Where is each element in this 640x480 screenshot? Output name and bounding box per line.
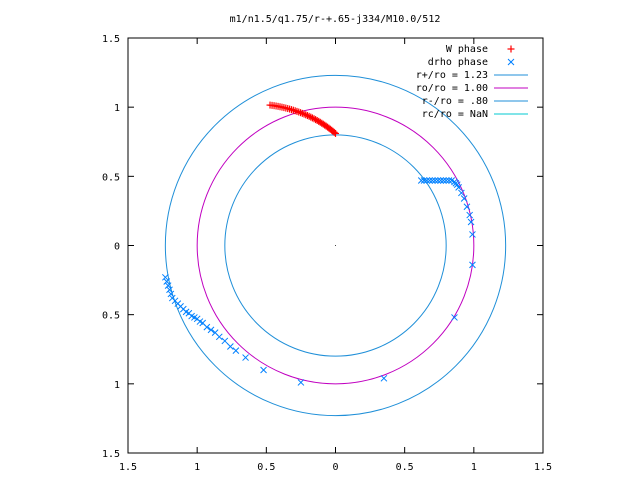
drho-phase-point xyxy=(463,203,471,211)
legend-label: W phase xyxy=(446,44,488,55)
drho-phase-point xyxy=(469,261,476,269)
drho-phase-point xyxy=(232,347,240,354)
w-phase-point xyxy=(312,116,320,124)
drho-phase-point xyxy=(440,177,447,184)
drho-phase-point xyxy=(458,189,465,197)
y-tick-label: 1.5 xyxy=(102,34,120,45)
drho-phase-point xyxy=(221,337,229,345)
w-phase-point xyxy=(266,101,274,109)
drho-phase-point xyxy=(466,211,474,219)
reference-circles xyxy=(164,74,507,417)
data-points xyxy=(161,101,476,386)
drho-phase-point xyxy=(455,184,462,191)
w-phase-point xyxy=(303,112,311,120)
drho-phase-point xyxy=(242,354,249,361)
drho-phase-point xyxy=(167,290,175,298)
center-point xyxy=(335,245,336,246)
w-phase-point xyxy=(302,111,310,119)
drho-phase-point xyxy=(227,343,234,350)
w-phase-point xyxy=(313,116,321,124)
w-phase-point xyxy=(305,112,313,120)
x-tick-label: 0 xyxy=(332,462,338,473)
circle-ro xyxy=(196,106,475,385)
legend: W phase drho phase r+/ro = 1.23 ro/ro = 1.0… xyxy=(416,44,528,120)
drho-phase-point xyxy=(469,231,476,238)
drho-phase-point xyxy=(467,218,475,226)
drho-phase-point xyxy=(380,374,388,382)
drho-phase-point xyxy=(507,58,515,66)
y-tick-label: 0 xyxy=(114,242,120,253)
y-tick-label: 1 xyxy=(114,103,120,114)
drho-phase-point xyxy=(168,294,176,302)
chart-title: m1/n1.5/q1.75/r-+.65-j334/M10.0/512 xyxy=(230,14,441,25)
drho-phase-point xyxy=(417,177,425,184)
drho-phase-point xyxy=(437,177,444,184)
legend-label: rc/ro = NaN xyxy=(422,109,488,120)
drho-phase-point xyxy=(164,282,172,289)
drho-phase-point xyxy=(426,177,433,184)
drho-phase-point xyxy=(161,273,169,281)
drho-phase-point xyxy=(451,314,458,321)
w-phase-point xyxy=(307,113,315,121)
drho-phase-point xyxy=(211,329,219,337)
x-tick-label: 1.5 xyxy=(534,462,552,473)
drho-phase-point xyxy=(166,286,173,294)
x-tick-label: 1 xyxy=(471,462,477,473)
drho-phase-point xyxy=(423,177,431,184)
drho-phase-point xyxy=(431,177,439,184)
y-tick-label: 0.5 xyxy=(102,311,120,322)
legend-label: drho phase xyxy=(428,57,488,68)
x-tick-label: 0.5 xyxy=(257,462,275,473)
legend-label: r+/ro = 1.23 xyxy=(416,70,488,81)
drho-phase-point xyxy=(434,177,442,184)
drho-phase-point xyxy=(260,366,267,374)
y-tick-label: 0.5 xyxy=(102,172,120,183)
drho-phase-point xyxy=(297,379,305,386)
drho-phase-point xyxy=(445,177,453,184)
x-tick-label: 1 xyxy=(194,462,200,473)
y-tick-label: 1.5 xyxy=(102,449,120,460)
y-tick-label: 1 xyxy=(114,380,120,391)
drho-phase-point xyxy=(163,278,171,285)
legend-label: ro/ro = 1.00 xyxy=(416,83,488,94)
w-phase-point xyxy=(308,114,316,122)
legend-label: r-/ro = .80 xyxy=(422,96,488,107)
x-tick-label: 1.5 xyxy=(119,462,137,473)
circle-r xyxy=(164,74,507,417)
w-phase-point xyxy=(310,115,318,123)
drho-phase-point xyxy=(442,177,450,184)
drho-phase-point xyxy=(207,326,215,334)
drho-phase-point xyxy=(420,177,428,184)
x-tick-label: 0.5 xyxy=(396,462,414,473)
drho-phase-point xyxy=(460,195,468,202)
w-phase-point xyxy=(507,45,515,53)
axis-ticks: 1.5 1 0.5 0 0.5 1 1.5 1.5 1 0.5 0 0.5 1 1.5 xyxy=(102,34,552,473)
drho-phase-point xyxy=(428,177,436,184)
